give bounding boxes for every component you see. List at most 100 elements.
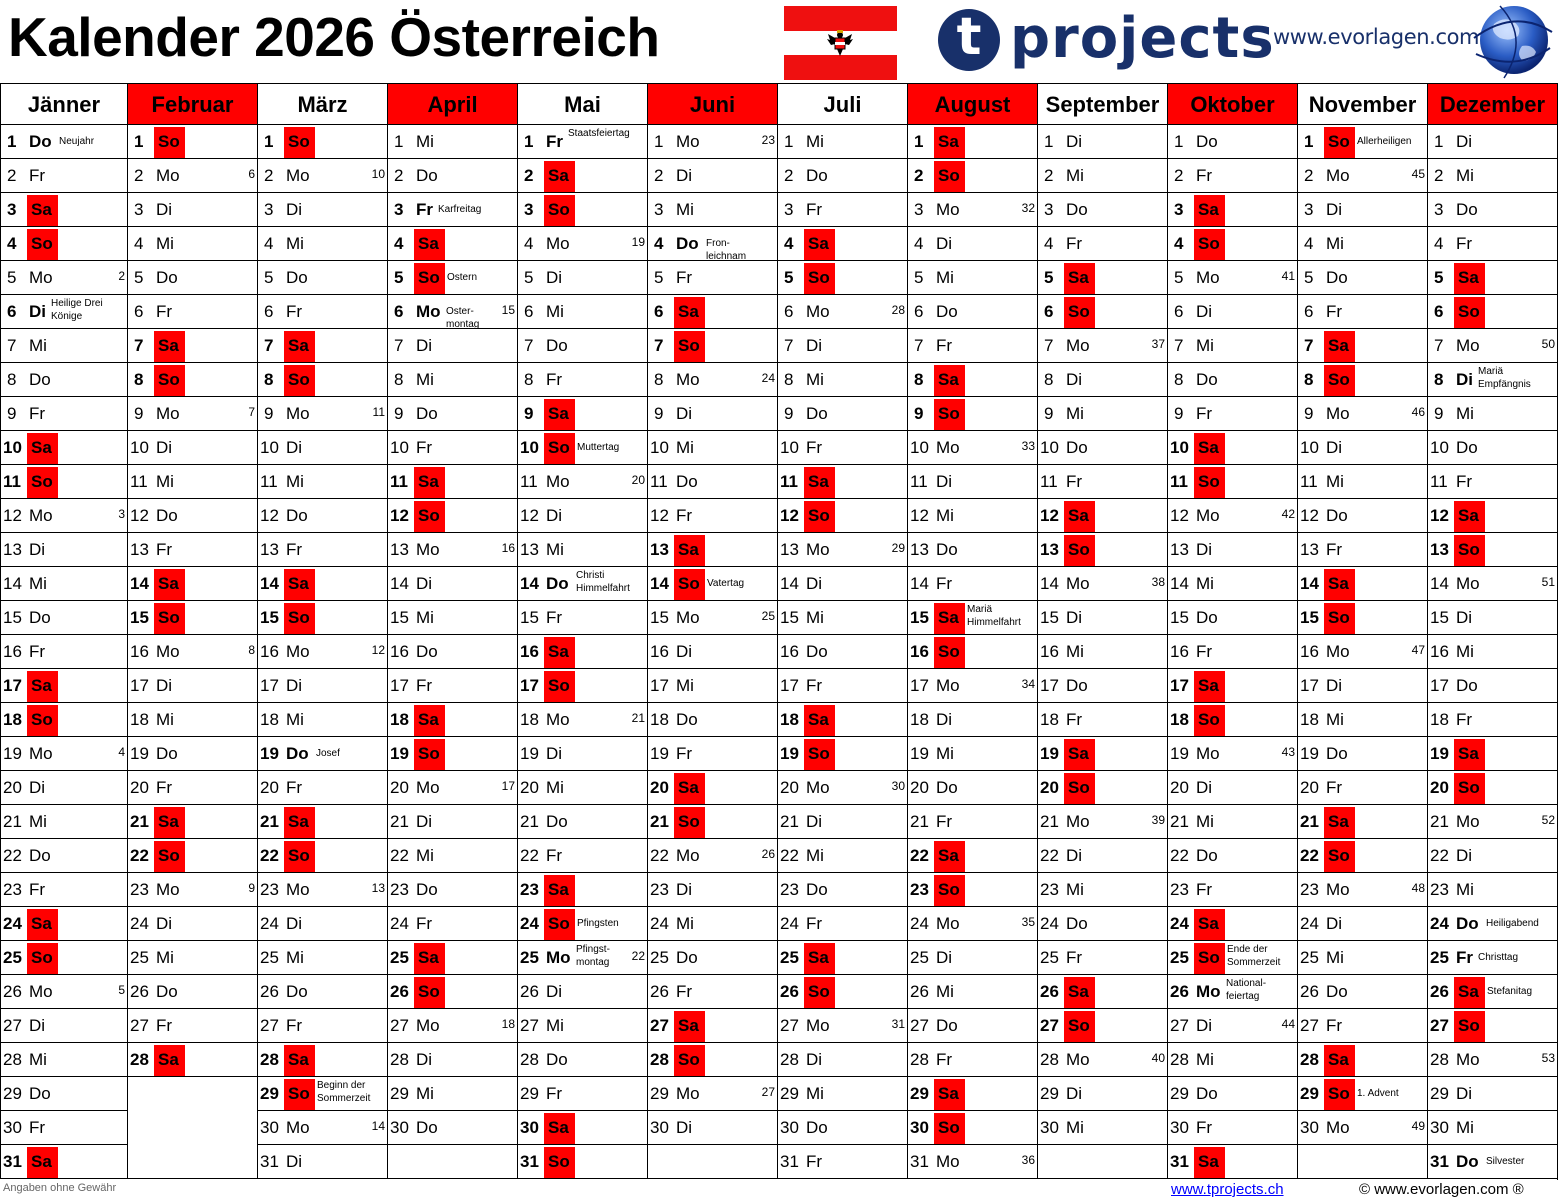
day-number: 20 [780,778,799,797]
day-row: 27 Mi [517,1009,647,1043]
day-number: 15 [1430,608,1449,627]
day-number: 3 [7,200,17,219]
day-number: 25 [130,948,149,967]
week-number: 43 [1281,745,1295,759]
day-row: 26 Di [517,975,647,1009]
weekend-marker [934,127,965,158]
day-number: 22 [520,846,539,865]
weekday-label: Di [1326,914,1343,933]
day-number: 15 [1170,608,1189,627]
month-header: Mai [517,83,647,125]
day-number: 24 [1300,914,1319,933]
weekday-label: Di [416,574,433,593]
day-number: 14 [1040,574,1059,593]
day-number: 23 [910,880,929,899]
weekday-label: Di [1196,778,1213,797]
day-row: 1 Mi [387,125,517,159]
day-row: 24 Fr [387,907,517,941]
weekend-marker [154,1045,185,1076]
day-number: 29 [260,1084,279,1103]
holiday-label: Mariä Empfängnis [1478,366,1531,390]
day-row: 3 Do [1427,193,1557,227]
day-number: 11 [260,472,278,491]
weekday-label: Fr [29,642,46,661]
weekday-label: Do [1196,370,1218,389]
day-row: 13 Fr [127,533,257,567]
day-row: 13 So [1427,533,1557,567]
day-number: 28 [3,1050,22,1069]
weekday-label: Do [29,608,51,627]
day-row: 4 Sa [387,227,517,261]
day-row: 18 Do [647,703,777,737]
weekday-label: Do [936,302,958,321]
day-number: 21 [650,812,669,831]
week-number: 13 [371,881,385,895]
weekday-label: Di [676,880,693,899]
day-number: 28 [130,1050,149,1069]
weekday-label: So [1328,608,1350,627]
weekday-label: Fr [1066,710,1083,729]
day-number: 7 [914,336,924,355]
weekday-label: So [1328,846,1350,865]
day-row: 26 Sa Stefanitag [1427,975,1557,1009]
weekday-label: Fr [29,880,46,899]
day-row: 26 Mi [907,975,1037,1009]
day-row: 29 Mi [387,1077,517,1111]
weekend-marker [1064,773,1095,804]
day-number: 13 [260,540,279,559]
day-row: 14 So Vatertag [647,567,777,601]
weekend-marker [284,841,315,872]
day-row: 11 Mi [127,465,257,499]
weekday-label: Mo [1066,812,1090,831]
weekend-marker [1454,739,1485,770]
weekday-label: Mo [546,948,571,967]
weekday-label: Mi [156,472,174,491]
weekday-label: Mo [286,166,310,185]
calendar-right-border [1557,83,1558,1180]
weekday-label: Mo [156,166,180,185]
day-number: 13 [1040,540,1059,559]
weekday-label: Mo [1066,1050,1090,1069]
day-row: 5 Sa [1037,261,1167,295]
week-number: 45 [1411,167,1425,181]
weekday-label: Mo [546,472,570,491]
weekday-label: Mo [1326,166,1350,185]
day-number: 16 [780,642,799,661]
day-number: 10 [1300,438,1319,457]
day-row: 24 Do [1037,907,1167,941]
weekday-label: Fr [1456,472,1473,491]
day-row: 23 Di [647,873,777,907]
weekday-label: Fr [156,302,173,321]
day-row: 23 Mo 48 [1297,873,1427,907]
week-number: 9 [248,881,255,895]
weekend-marker [804,229,835,260]
day-number: 18 [780,710,799,729]
day-row: 16 Do [777,635,907,669]
tprojects-link[interactable]: www.tprojects.ch [1171,1181,1284,1198]
day-number: 25 [260,948,279,967]
weekend-marker [804,705,835,736]
day-number: 11 [910,472,928,491]
day-number: 16 [650,642,669,661]
day-number: 23 [1170,880,1189,899]
day-number: 6 [654,302,664,321]
day-number: 27 [1300,1016,1319,1035]
week-number: 27 [761,1085,775,1099]
day-number: 28 [1430,1050,1449,1069]
weekday-label: Do [936,540,958,559]
day-number: 14 [520,574,539,593]
day-row: 16 Mi [1037,635,1167,669]
weekday-label: Di [1066,846,1083,865]
weekday-label: Mi [806,1084,824,1103]
weekend-marker [934,841,965,872]
day-row: 14 Di [777,567,907,601]
empty-row [127,1111,257,1145]
day-number: 9 [1044,404,1054,423]
weekend-marker [284,365,315,396]
day-row: 4 Mi [1297,227,1427,261]
month-column: Mai 1 Fr Staatsfeiertag 2 Sa 3 So 4 Mo 19 5 Di 6 Mi 7 Do… [517,83,647,1180]
day-row: 2 Mi [1037,159,1167,193]
day-number: 26 [130,982,149,1001]
day-row: 25 Mi [257,941,387,975]
weekday-label: So [678,812,700,831]
